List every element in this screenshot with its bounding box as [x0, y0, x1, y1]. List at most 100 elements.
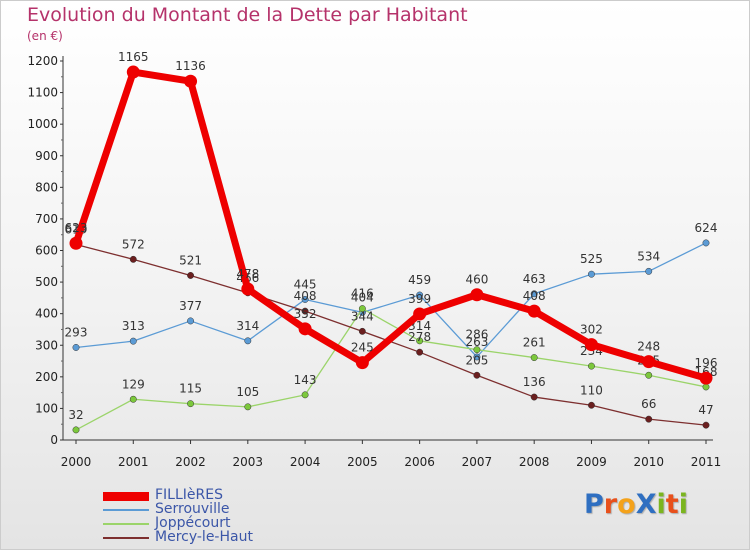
legend-label: Serrouville [155, 501, 230, 517]
data-point [527, 304, 541, 318]
data-label: 263 [465, 335, 488, 349]
data-label: 377 [179, 299, 202, 313]
data-label: 459 [408, 273, 431, 287]
data-label: 245 [351, 341, 374, 355]
data-point [301, 391, 309, 399]
data-label: 261 [523, 336, 546, 350]
data-point [129, 255, 137, 263]
data-label: 32 [68, 408, 83, 422]
data-point [530, 354, 538, 362]
data-label: 286 [465, 328, 488, 342]
data-label: 278 [408, 330, 431, 344]
data-point [129, 337, 137, 345]
series-line [72, 68, 710, 382]
unit-label: (en €) [27, 29, 63, 43]
x-tick-label: 2003 [233, 455, 264, 469]
data-label: 248 [637, 340, 660, 354]
data-point [301, 307, 309, 315]
data-point [244, 337, 252, 345]
data-point [129, 395, 137, 403]
y-tick-label: 1000 [27, 117, 58, 131]
data-label: 408 [523, 289, 546, 303]
data-label: 352 [294, 307, 317, 321]
data-label: 408 [294, 289, 317, 303]
y-tick-label: 100 [35, 401, 58, 415]
legend-label: FILLIèRES [155, 487, 223, 503]
data-label: 115 [179, 382, 202, 396]
data-point [358, 305, 366, 313]
data-label: 313 [122, 319, 145, 333]
logo-letter: i [678, 489, 688, 520]
data-point [473, 346, 481, 354]
y-tick-label: 200 [35, 370, 58, 384]
data-point [355, 356, 369, 370]
data-point [470, 288, 484, 302]
data-point [645, 267, 653, 275]
data-point [416, 291, 424, 299]
data-point [416, 337, 424, 345]
data-label: 1165 [118, 50, 149, 64]
logo-letter: o [617, 489, 636, 520]
data-label: 416 [351, 287, 374, 301]
data-label: 445 [294, 277, 317, 291]
legend-label: Mercy-le-Haut [155, 529, 253, 545]
data-point [584, 338, 598, 352]
legend-label: Joppécourt [155, 515, 231, 531]
legend-swatch [103, 509, 149, 511]
data-point [699, 371, 713, 385]
data-point [72, 344, 80, 351]
x-tick-label: 2005 [347, 455, 378, 469]
data-point [416, 348, 424, 356]
logo-letter: t [665, 489, 679, 520]
data-point [184, 74, 198, 88]
data-label: 404 [351, 290, 374, 304]
data-point [642, 355, 656, 369]
data-label: 623 [65, 221, 88, 235]
data-point [126, 65, 140, 79]
data-point [244, 403, 252, 411]
data-label: 460 [465, 273, 488, 287]
legend-swatch [103, 492, 149, 501]
data-label: 624 [695, 221, 718, 235]
data-label: 143 [294, 373, 317, 387]
data-label: 66 [641, 397, 656, 411]
x-tick-label: 2008 [519, 455, 550, 469]
data-label: 525 [580, 252, 603, 266]
data-point [413, 307, 427, 321]
data-label: 47 [698, 403, 713, 417]
y-tick-label: 900 [35, 149, 58, 163]
data-label: 478 [236, 267, 259, 281]
x-tick-label: 2000 [61, 455, 92, 469]
y-tick-label: 1200 [27, 54, 58, 68]
y-tick-label: 300 [35, 338, 58, 352]
data-point [702, 383, 710, 391]
series-line [75, 307, 707, 431]
data-point [72, 426, 80, 434]
data-point [187, 400, 194, 408]
data-point [530, 290, 538, 298]
data-point [702, 239, 710, 247]
x-tick-label: 2006 [404, 455, 435, 469]
data-label: 344 [351, 309, 374, 323]
logo-letter: P [584, 489, 604, 520]
y-tick-label: 0 [50, 433, 58, 447]
data-label: 293 [65, 325, 88, 339]
legend-swatch [103, 523, 149, 525]
legend-swatch [103, 537, 149, 539]
data-label: 110 [580, 383, 603, 397]
data-label: 105 [236, 385, 259, 399]
data-point [187, 272, 194, 279]
data-point [187, 317, 194, 325]
x-tick-label: 2010 [633, 455, 664, 469]
data-point [69, 236, 83, 250]
data-point [588, 401, 595, 409]
chart-title: Evolution du Montant de la Dette par Hab… [27, 4, 468, 26]
data-point [358, 327, 366, 335]
logo-letter: X [635, 489, 657, 520]
x-tick-label: 2004 [290, 455, 321, 469]
data-point [530, 393, 538, 401]
y-tick-label: 600 [35, 244, 58, 258]
data-label: 463 [523, 272, 546, 286]
y-tick-label: 400 [35, 307, 58, 321]
